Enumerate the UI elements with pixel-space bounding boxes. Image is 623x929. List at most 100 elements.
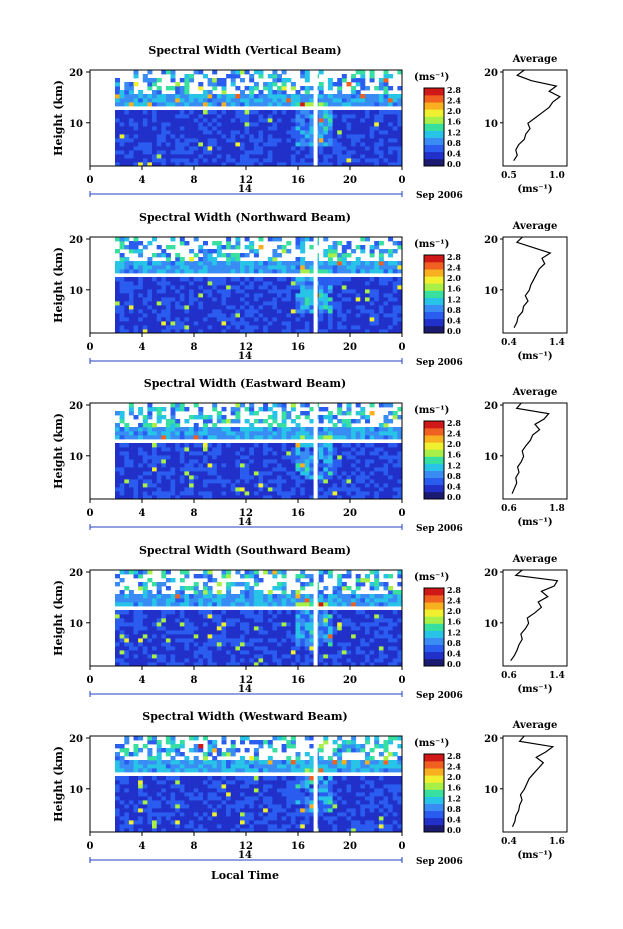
heatmap-cell bbox=[152, 237, 157, 242]
heatmap-cell bbox=[323, 407, 329, 412]
heatmap-cell bbox=[388, 451, 394, 456]
heatmap-cell bbox=[295, 626, 301, 631]
heatmap-cell bbox=[240, 598, 245, 603]
heatmap-cell bbox=[147, 634, 153, 639]
heatmap-cell bbox=[286, 138, 292, 143]
heatmap-cell bbox=[170, 415, 176, 420]
heatmap-cell bbox=[184, 483, 190, 488]
heatmap-cell bbox=[133, 70, 139, 75]
heatmap-cell bbox=[383, 463, 389, 468]
heatmap-cell bbox=[253, 475, 259, 480]
heatmap-cell bbox=[351, 301, 357, 306]
heatmap-cell bbox=[244, 313, 250, 318]
heatmap-cell bbox=[203, 574, 208, 579]
heatmap-cell bbox=[175, 277, 181, 282]
heatmap-cell bbox=[170, 130, 176, 135]
heatmap-cell bbox=[249, 325, 255, 330]
heatmap-cell bbox=[175, 118, 181, 123]
heatmap-cell bbox=[397, 305, 403, 310]
heatmap-cell bbox=[327, 249, 333, 254]
heatmap-cell bbox=[309, 138, 315, 143]
heatmap-cell bbox=[383, 130, 389, 135]
heatmap-cell bbox=[138, 261, 144, 266]
heatmap-cell bbox=[124, 261, 130, 266]
heatmap-cell bbox=[221, 419, 227, 424]
heatmap-cell bbox=[207, 483, 213, 488]
heatmap-cell bbox=[277, 321, 282, 326]
heatmap-cell bbox=[138, 301, 144, 306]
heatmap bbox=[115, 403, 403, 500]
heatmap-cell bbox=[230, 257, 236, 262]
heatmap-cell bbox=[207, 146, 213, 151]
heatmap-cell bbox=[119, 491, 125, 496]
heatmap-cell bbox=[128, 642, 134, 647]
heatmap-cell bbox=[203, 114, 208, 119]
heatmap-cell bbox=[323, 142, 329, 147]
heatmap-cell bbox=[156, 102, 162, 107]
heatmap-cell bbox=[304, 90, 310, 95]
heatmap-cell bbox=[142, 154, 148, 159]
heatmap-cell bbox=[286, 443, 292, 448]
heatmap-cell bbox=[346, 313, 352, 318]
heatmap-cell bbox=[198, 94, 204, 99]
heatmap-cell bbox=[378, 638, 384, 643]
heatmap-cell bbox=[230, 325, 236, 330]
heatmap-cell bbox=[142, 297, 148, 302]
heatmap-cell bbox=[346, 475, 352, 480]
heatmap-cell bbox=[369, 626, 375, 631]
heatmap-cell bbox=[119, 289, 125, 294]
heatmap-cell bbox=[203, 253, 208, 258]
heatmap-cell bbox=[397, 431, 403, 436]
heatmap-cell bbox=[119, 443, 125, 448]
average-y-tick-label: 20 bbox=[484, 401, 498, 412]
heatmap-cell bbox=[327, 614, 333, 619]
heatmap-cell bbox=[170, 427, 176, 432]
heatmap-cell bbox=[327, 435, 333, 440]
heatmap-cell bbox=[281, 313, 287, 318]
heatmap-cell bbox=[203, 241, 208, 246]
heatmap-cell bbox=[300, 241, 306, 246]
heatmap-cell bbox=[295, 654, 301, 659]
heatmap-cell bbox=[360, 407, 366, 412]
heatmap-cell bbox=[323, 586, 329, 591]
heatmap-cell bbox=[295, 415, 301, 420]
heatmap-cell bbox=[175, 289, 181, 294]
heatmap-cell bbox=[198, 249, 204, 254]
heatmap-cell bbox=[374, 614, 380, 619]
heatmap-cell bbox=[277, 86, 282, 91]
heatmap-cell bbox=[230, 118, 236, 123]
heatmap-cell bbox=[142, 329, 148, 334]
heatmap-cell bbox=[165, 594, 171, 599]
heatmap-cell bbox=[175, 86, 181, 91]
heatmap-cell bbox=[165, 146, 171, 151]
heatmap-cell bbox=[272, 289, 278, 294]
panel-2: Spectral Width (Eastward Beam)2010Height… bbox=[52, 377, 568, 534]
heatmap-cell bbox=[230, 483, 236, 488]
heatmap-cell bbox=[161, 602, 167, 607]
heatmap-cell bbox=[119, 293, 125, 298]
heatmap-cell bbox=[397, 265, 403, 270]
average-y-tick-label: 10 bbox=[484, 119, 498, 130]
heatmap-cell bbox=[179, 598, 185, 603]
heatmap-cell bbox=[318, 443, 324, 448]
heatmap-cell bbox=[300, 475, 306, 480]
heatmap-cell bbox=[235, 122, 241, 127]
heatmap-cell bbox=[341, 455, 347, 460]
heatmap-cell bbox=[138, 297, 144, 302]
heatmap-cell bbox=[115, 646, 120, 651]
colorbar-frame bbox=[423, 254, 445, 334]
heatmap-cell bbox=[207, 269, 213, 274]
heatmap-cell bbox=[337, 598, 343, 603]
heatmap-cell bbox=[281, 110, 287, 115]
heatmap-cell bbox=[374, 329, 380, 334]
heatmap-cell bbox=[249, 285, 255, 290]
heatmap-cell bbox=[351, 463, 357, 468]
heatmap-cell bbox=[193, 622, 199, 627]
heatmap-cell bbox=[128, 614, 134, 619]
heatmap-cell bbox=[272, 586, 278, 591]
heatmap-cell bbox=[203, 582, 208, 587]
heatmap-cell bbox=[332, 471, 338, 476]
heatmap-cell bbox=[142, 415, 148, 420]
heatmap-cell bbox=[165, 285, 171, 290]
y-tick-label: 20 bbox=[69, 68, 83, 79]
